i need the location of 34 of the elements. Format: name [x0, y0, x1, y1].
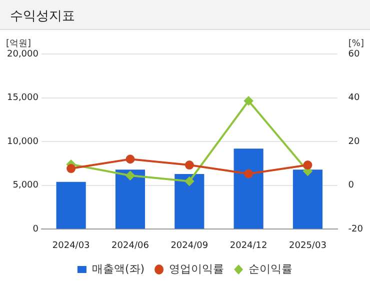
legend-label: 영업이익률: [169, 262, 224, 276]
point: [244, 96, 254, 106]
x-tick-label: 2024/06: [112, 240, 150, 251]
point: [184, 176, 194, 186]
y-tick-label: 0: [32, 224, 39, 235]
y2-tick-label: 0: [348, 180, 354, 191]
x-tick-label: 2024/03: [52, 240, 90, 251]
x-tick-label: 2024/09: [170, 240, 208, 251]
x-tick-label: 2025/03: [289, 240, 326, 251]
y-tick-label: 20,000: [6, 49, 39, 60]
y-tick-label: 15,000: [6, 93, 39, 104]
point: [303, 160, 312, 170]
point: [184, 160, 194, 170]
legend-label: 매출액(좌): [92, 262, 145, 276]
bar: [56, 182, 86, 229]
bar: [234, 148, 264, 229]
y-tick-label: 5,000: [12, 180, 39, 191]
x-tick-label: 2024/12: [230, 240, 268, 251]
y2-axis-title: [%]: [348, 38, 364, 49]
point: [126, 171, 135, 180]
y-axis-title: [억원]: [6, 38, 32, 49]
bar: [115, 170, 146, 229]
chart-title: 수익성지표: [0, 0, 370, 30]
y-tick-label: 10,000: [6, 136, 39, 147]
y2-tick-label: -20: [348, 224, 364, 235]
point: [66, 164, 76, 174]
y2-tick-label: 40: [348, 93, 360, 104]
bar: [292, 170, 323, 229]
y2-tick-label: 60: [348, 49, 360, 60]
point: [244, 169, 254, 178]
legend-label: 순이익률: [248, 262, 293, 276]
y2-tick-label: 20: [348, 136, 360, 147]
bar: [174, 174, 204, 229]
point: [126, 154, 135, 164]
